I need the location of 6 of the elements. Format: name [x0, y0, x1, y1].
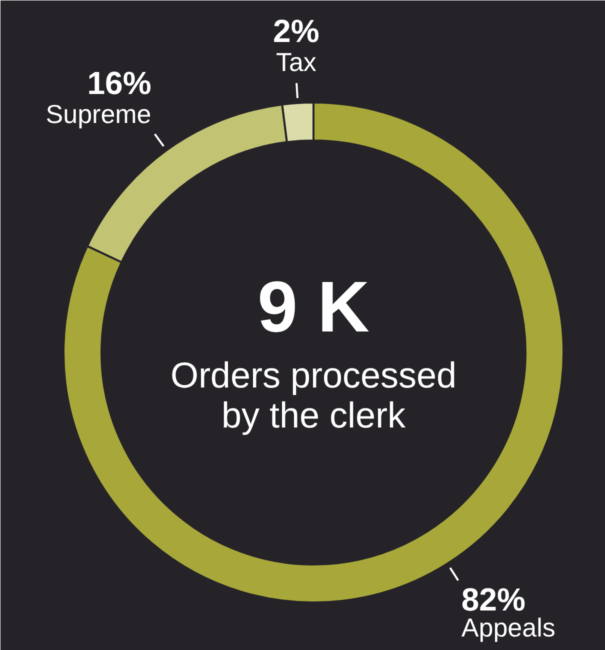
- data-label: 2%: [273, 13, 320, 50]
- slice-label: Supreme: [46, 99, 152, 130]
- data-label: 16%: [87, 65, 152, 102]
- slice-label: Tax: [276, 47, 316, 78]
- text: 9 K: [257, 268, 370, 348]
- text: Orders processed by the clerk: [170, 354, 457, 436]
